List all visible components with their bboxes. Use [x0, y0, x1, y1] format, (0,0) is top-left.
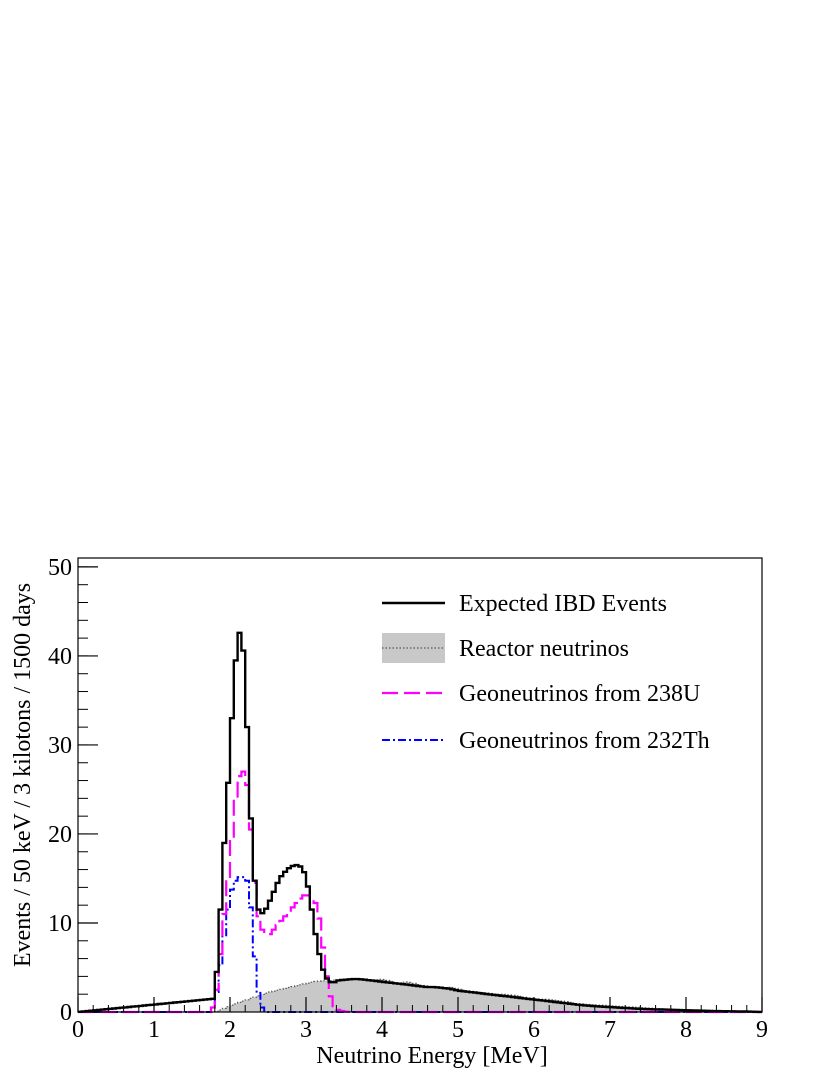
x-tick-label: 0: [72, 1017, 84, 1043]
x-tick-label: 5: [452, 1017, 464, 1043]
legend-label-total: Expected IBD Events: [459, 591, 667, 617]
x-tick-label: 8: [680, 1017, 692, 1043]
legend-label-reactor: Reactor neutrinos: [459, 636, 629, 662]
y-tick-label: 50: [48, 555, 72, 581]
x-tick-label: 2: [224, 1017, 236, 1043]
y-tick-label: 10: [48, 911, 72, 937]
x-axis-title: Neutrino Energy [MeV]: [316, 1043, 548, 1069]
legend: Expected IBD Events Reactor neutrinos Ge…: [382, 591, 710, 754]
y-tick-label: 30: [48, 733, 72, 759]
plot-frame: [77, 557, 763, 1013]
legend-label-th232: Geoneutrinos from 232Th: [459, 728, 710, 754]
series-total-line: [78, 631, 762, 1014]
axes: 0 1 2 3 4 5 6 7 8 9 0 10 20 30 40 50: [48, 555, 768, 1043]
x-tick-label: 4: [376, 1017, 388, 1043]
y-tick-label: 20: [48, 822, 72, 848]
x-tick-label: 3: [300, 1017, 312, 1043]
x-tick-label: 1: [148, 1017, 160, 1043]
y-axis-title: Events / 50 keV / 3 kilotons / 1500 days: [10, 583, 36, 967]
x-tick-label: 6: [528, 1017, 540, 1043]
x-tick-label: 9: [756, 1017, 768, 1043]
x-tick-label: 7: [604, 1017, 616, 1043]
series-u238-line: [78, 770, 762, 1014]
y-tick-label: 0: [60, 1000, 72, 1026]
legend-label-u238: Geoneutrinos from 238U: [459, 681, 700, 707]
series-reactor-fill: [78, 979, 762, 1012]
y-tick-label: 40: [48, 644, 72, 670]
